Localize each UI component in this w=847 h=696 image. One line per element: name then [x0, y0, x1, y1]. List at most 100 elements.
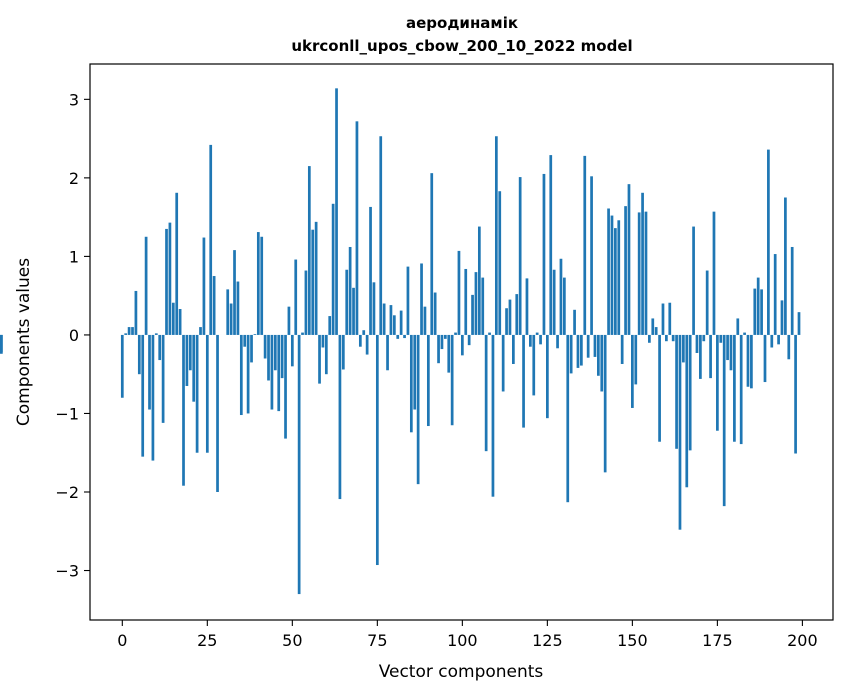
bar [730, 335, 733, 370]
bar [781, 300, 784, 335]
bar [634, 335, 637, 384]
bar [424, 307, 427, 335]
bar [662, 304, 665, 335]
bar [267, 335, 270, 381]
bar [131, 327, 134, 335]
x-tick-label: 100 [447, 631, 478, 650]
bar [230, 304, 233, 335]
bar [189, 335, 192, 370]
bar [770, 335, 773, 348]
bar [740, 335, 743, 444]
bar [641, 193, 644, 335]
bar [315, 222, 318, 335]
bar [434, 293, 437, 335]
bar [121, 335, 124, 398]
bar [560, 259, 563, 335]
x-tick-label: 75 [367, 631, 387, 650]
bar [519, 177, 522, 335]
bar [444, 335, 447, 339]
bar [141, 335, 144, 457]
x-tick-label: 50 [282, 631, 302, 650]
bar [665, 335, 668, 341]
bar [281, 335, 284, 378]
bar [577, 335, 580, 368]
bar [135, 291, 138, 335]
y-tick-label: 3 [69, 90, 79, 109]
x-tick-label: 25 [197, 631, 217, 650]
bar [760, 289, 763, 335]
bar [254, 334, 257, 335]
bar [308, 166, 311, 335]
bar [213, 276, 216, 335]
bar [288, 307, 291, 335]
bar [196, 335, 199, 453]
bar [291, 335, 294, 366]
bar [526, 278, 529, 335]
bar [764, 335, 767, 382]
bar [628, 184, 631, 335]
bar [556, 335, 559, 348]
bar [264, 335, 267, 359]
bar [492, 335, 495, 497]
x-tick-label: 200 [787, 631, 818, 650]
bar [658, 335, 661, 442]
bar [553, 270, 556, 335]
bar [349, 247, 352, 335]
bar [481, 278, 484, 335]
bar [699, 335, 702, 379]
bar [536, 333, 539, 335]
bar [583, 156, 586, 335]
bar [298, 335, 301, 594]
bar [301, 333, 304, 335]
bar [638, 212, 641, 335]
bar [461, 335, 464, 355]
bar [468, 335, 471, 345]
bar [488, 333, 491, 335]
bar [471, 295, 474, 335]
bar [709, 335, 712, 378]
bar [247, 335, 250, 414]
bar [777, 335, 780, 344]
bar [362, 330, 365, 335]
bar [682, 335, 685, 362]
bar [305, 271, 308, 335]
bar [339, 335, 342, 499]
bar [250, 335, 253, 362]
bar [294, 260, 297, 335]
bar [318, 335, 321, 384]
bar [733, 335, 736, 442]
bar [679, 335, 682, 530]
bar [332, 204, 335, 335]
bar [621, 335, 624, 364]
bar [726, 335, 729, 360]
bar [403, 335, 406, 338]
bar [546, 335, 549, 418]
bar [515, 294, 518, 335]
bar [226, 289, 229, 335]
bar [216, 335, 219, 492]
bar [342, 335, 345, 370]
bar [696, 335, 699, 353]
bar [162, 335, 165, 423]
bar [186, 335, 189, 386]
bar [570, 335, 573, 373]
bar [155, 333, 158, 335]
chart-title: аеродинамік [406, 14, 518, 32]
bar [345, 270, 348, 335]
bar [753, 289, 756, 335]
bar [747, 335, 750, 387]
x-tick-label: 125 [532, 631, 563, 650]
bar [393, 315, 396, 335]
bar [716, 335, 719, 431]
bar [787, 335, 790, 359]
bar [420, 263, 423, 334]
x-tick-label: 175 [702, 631, 733, 650]
bar [495, 136, 498, 335]
bar [379, 136, 382, 335]
bar [522, 335, 525, 428]
bar [563, 278, 566, 335]
bar [624, 206, 627, 335]
bar [451, 335, 454, 425]
x-tick-label: 150 [617, 631, 648, 650]
